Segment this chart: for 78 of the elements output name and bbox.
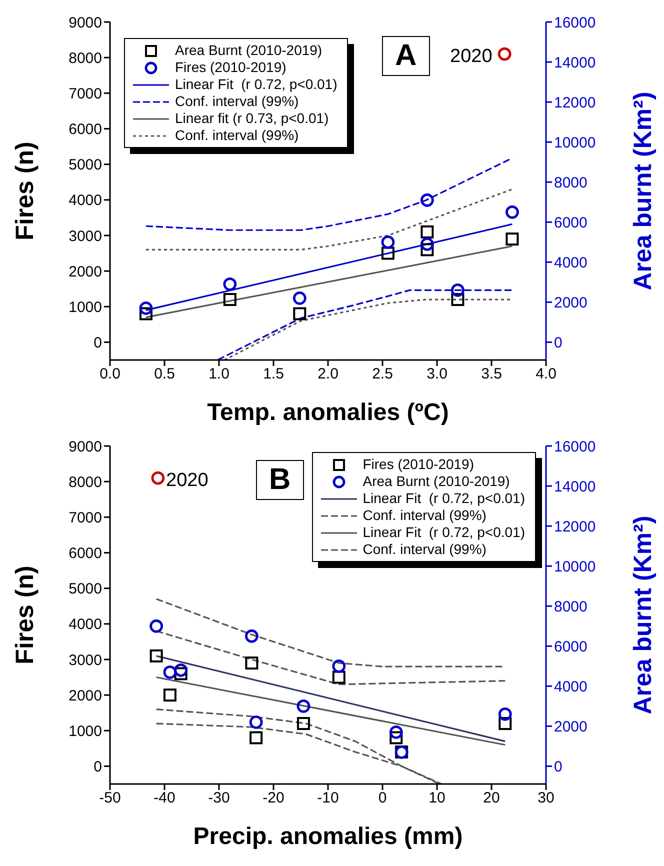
y-tick-label: 3000 — [68, 228, 102, 245]
y-tick-label: 1000 — [68, 298, 102, 316]
y-tick-label: 4000 — [68, 192, 102, 210]
y2-tick-label: 16000 — [554, 438, 596, 456]
y-tick-label: 8000 — [68, 474, 102, 491]
x-tick-label: 30 — [538, 790, 554, 807]
y-tick-label: 1000 — [68, 722, 102, 740]
annotation: B — [256, 460, 304, 500]
legend-label: Linear Fit (r 0.72, p<0.01) — [175, 76, 338, 93]
legend-label: Conf. interval (99%) — [175, 93, 299, 110]
y-tick-label: 9000 — [68, 438, 102, 456]
x-tick-label: -10 — [317, 790, 339, 807]
annotation: 2020 — [166, 470, 208, 492]
annotation: A — [382, 36, 430, 76]
y-tick-label: 2000 — [68, 263, 102, 280]
legend-label: Area Burnt (2010-2019) — [175, 42, 322, 59]
x-tick-label: -20 — [262, 790, 284, 807]
legend-label: Fires (2010-2019) — [362, 456, 474, 473]
legend-label: Linear Fit (r 0.72, p<0.01) — [362, 490, 525, 507]
y2-tick-label: 0 — [554, 758, 562, 776]
legend-label: Linear fit (r 0.73, p<0.01) — [175, 110, 329, 127]
x-tick-label: -40 — [154, 790, 176, 807]
x-tick-label: 20 — [483, 790, 500, 807]
y2-tick-label: 16000 — [554, 14, 596, 32]
y2-tick-label: 10000 — [554, 558, 596, 576]
legend-label: Fires (2010-2019) — [175, 59, 286, 76]
y-tick-label: 8000 — [68, 50, 102, 67]
y2-axis-title: Area burnt (Km²) — [628, 516, 657, 714]
y-tick-label: 6000 — [68, 545, 102, 562]
legend-label: Linear Fit (r 0.72, p<0.01) — [362, 524, 525, 541]
y2-tick-label: 6000 — [554, 638, 588, 656]
x-tick-label: 10 — [428, 790, 446, 807]
annotation: 2020 — [450, 46, 492, 68]
x-tick-label: 2.0 — [318, 366, 338, 383]
y-tick-label: 3000 — [68, 652, 102, 669]
y2-tick-label: 14000 — [554, 478, 596, 496]
y2-tick-label: 10000 — [554, 134, 596, 152]
y-axis-title: Fires (n) — [10, 142, 39, 240]
x-tick-label: 2.5 — [372, 366, 393, 383]
y2-tick-label: 12000 — [554, 94, 596, 112]
y2-tick-label: 4000 — [554, 254, 588, 272]
y-tick-label: 5000 — [68, 156, 102, 174]
x-tick-label: 0.0 — [100, 366, 120, 383]
legend-label: Conf. interval (99%) — [362, 541, 486, 558]
y-tick-label: 5000 — [68, 580, 102, 598]
x-tick-label: 0 — [378, 790, 387, 807]
y-tick-label: 7000 — [68, 85, 102, 102]
x-tick-label: 0.5 — [154, 366, 175, 383]
y-tick-label: 0 — [94, 758, 102, 776]
x-tick-label: 3.0 — [426, 366, 448, 383]
x-tick-label: -30 — [208, 790, 230, 807]
y-tick-label: 7000 — [68, 509, 102, 526]
legend-label: Conf. interval (99%) — [175, 127, 299, 144]
y-tick-label: 9000 — [68, 14, 102, 32]
x-axis-title: Temp. anomalies (ºC) — [207, 399, 449, 426]
y-tick-label: 4000 — [68, 616, 102, 634]
y-tick-label: 2000 — [68, 687, 102, 704]
y2-tick-label: 6000 — [554, 214, 588, 232]
x-tick-label: 1.0 — [208, 366, 230, 383]
x-tick-label: 4.0 — [536, 366, 556, 383]
y2-tick-label: 8000 — [554, 598, 588, 616]
y2-tick-label: 2000 — [554, 718, 588, 736]
x-tick-label: 1.5 — [263, 366, 284, 383]
y2-axis-title: Area burnt (Km²) — [628, 92, 657, 290]
x-tick-label: -50 — [99, 790, 121, 807]
y2-tick-label: 2000 — [554, 294, 588, 312]
y2-tick-label: 0 — [554, 334, 562, 352]
y2-tick-label: 8000 — [554, 174, 588, 192]
x-axis-title: Precip. anomalies (mm) — [193, 823, 463, 850]
legend-label: Area Burnt (2010-2019) — [362, 473, 510, 490]
y2-tick-label: 4000 — [554, 678, 588, 696]
y2-tick-label: 12000 — [554, 518, 596, 536]
y-axis-title: Fires (n) — [10, 566, 39, 664]
y2-tick-label: 14000 — [554, 54, 596, 72]
x-tick-label: 3.5 — [481, 366, 502, 383]
y-tick-label: 6000 — [68, 121, 102, 138]
y-tick-label: 0 — [94, 334, 102, 352]
legend-label: Conf. interval (99%) — [362, 507, 486, 524]
